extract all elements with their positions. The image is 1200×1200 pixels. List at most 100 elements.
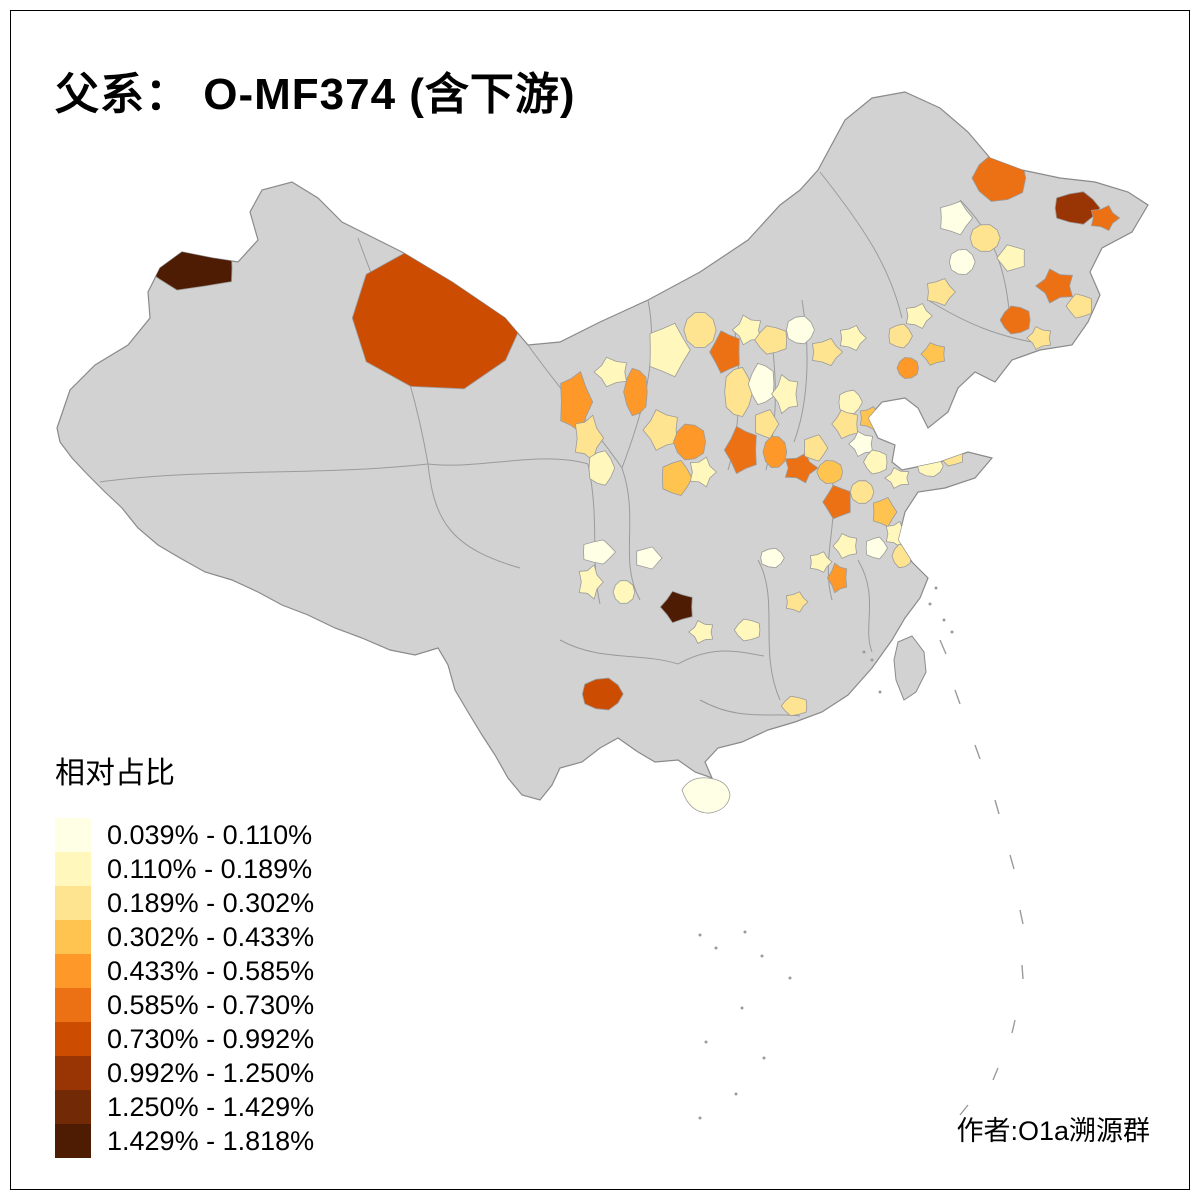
map-region bbox=[804, 434, 829, 462]
map-region bbox=[724, 366, 754, 418]
map-region bbox=[689, 456, 717, 488]
map-region bbox=[636, 546, 663, 570]
map-region bbox=[927, 278, 956, 306]
map-region bbox=[642, 409, 678, 451]
map-region bbox=[816, 460, 844, 484]
map-region bbox=[581, 677, 624, 711]
map-region bbox=[838, 389, 863, 415]
legend-row: 1.250% - 1.429% bbox=[55, 1090, 314, 1124]
map-region bbox=[659, 590, 693, 624]
legend-label: 0.433% - 0.585% bbox=[107, 956, 315, 986]
legend-row: 0.039% - 0.110% bbox=[55, 818, 314, 852]
map-region bbox=[688, 620, 714, 644]
map-region bbox=[771, 373, 799, 415]
legend-swatch-6 bbox=[55, 988, 91, 1022]
legend-swatch-2 bbox=[55, 852, 91, 886]
legend-swatch-1 bbox=[55, 818, 91, 852]
map-region bbox=[1065, 293, 1093, 319]
map-region bbox=[948, 248, 976, 276]
map-region bbox=[593, 356, 627, 388]
map-region bbox=[661, 460, 693, 496]
legend-label: 0.039% - 0.110% bbox=[107, 820, 313, 850]
hainan-island bbox=[681, 777, 731, 814]
map-region bbox=[969, 224, 1001, 252]
legend-label: 0.585% - 0.730% bbox=[107, 990, 315, 1020]
map-region bbox=[623, 367, 648, 417]
map-region bbox=[848, 430, 874, 458]
sea-marks bbox=[698, 586, 1024, 1120]
legend-swatch-4 bbox=[55, 920, 91, 954]
map-region bbox=[873, 496, 898, 528]
taiwan-island bbox=[893, 635, 927, 701]
legend-label: 0.992% - 1.250% bbox=[107, 1058, 315, 1088]
legend-row: 1.429% - 1.818% bbox=[55, 1124, 314, 1158]
map-region bbox=[747, 362, 775, 406]
legend-swatch-3 bbox=[55, 886, 91, 920]
legend-swatch-7 bbox=[55, 1022, 91, 1056]
map-region bbox=[849, 480, 875, 504]
map-region bbox=[865, 536, 888, 560]
map-region bbox=[996, 244, 1025, 272]
legend-label: 1.250% - 1.429% bbox=[107, 1092, 315, 1122]
legend-swatch-8 bbox=[55, 1056, 91, 1090]
map-region bbox=[822, 484, 851, 520]
legend-label: 0.110% - 0.189% bbox=[107, 854, 313, 884]
legend-swatch-10 bbox=[55, 1124, 91, 1158]
map-region bbox=[940, 200, 974, 236]
map-region bbox=[839, 324, 867, 352]
map-region bbox=[999, 305, 1031, 335]
map-region bbox=[588, 450, 616, 486]
map-region bbox=[1034, 268, 1074, 304]
legend-row: 0.189% - 0.302% bbox=[55, 886, 314, 920]
legend-label: 0.302% - 0.433% bbox=[107, 922, 315, 952]
map-region bbox=[896, 357, 919, 379]
map-region bbox=[754, 325, 788, 355]
map-region bbox=[785, 591, 809, 613]
map-region bbox=[723, 425, 757, 475]
map-region bbox=[812, 337, 844, 367]
map-region bbox=[884, 467, 910, 489]
map-region bbox=[895, 439, 924, 465]
legend-row: 0.433% - 0.585% bbox=[55, 954, 314, 988]
map-region bbox=[826, 562, 848, 594]
colored-prefectures bbox=[142, 154, 1121, 717]
map-region bbox=[709, 330, 740, 374]
map-region bbox=[731, 314, 762, 346]
map-region bbox=[888, 323, 913, 349]
map-region bbox=[755, 409, 780, 439]
map-region bbox=[649, 322, 691, 378]
attribution: 作者:O1a溯源群 bbox=[956, 1116, 1150, 1146]
map-region bbox=[832, 533, 858, 559]
legend-swatch-9 bbox=[55, 1090, 91, 1124]
map-region bbox=[786, 315, 815, 345]
legend-label: 0.189% - 0.302% bbox=[107, 888, 315, 918]
legend-swatch-5 bbox=[55, 954, 91, 988]
map-region bbox=[578, 564, 604, 600]
map-region bbox=[780, 695, 808, 717]
map-region bbox=[920, 342, 945, 366]
map-region bbox=[612, 580, 636, 604]
map-region bbox=[760, 547, 785, 569]
legend-row: 0.992% - 1.250% bbox=[55, 1056, 314, 1090]
legend-row: 0.730% - 0.992% bbox=[55, 1022, 314, 1056]
map-region bbox=[733, 618, 761, 642]
legend-title: 相对占比 bbox=[55, 757, 175, 790]
map-region bbox=[809, 551, 833, 573]
legend-label: 0.730% - 0.992% bbox=[107, 1024, 315, 1054]
map-region bbox=[1026, 326, 1052, 350]
legend-label: 1.429% - 1.818% bbox=[107, 1126, 315, 1156]
legend-row: 0.585% - 0.730% bbox=[55, 988, 314, 1022]
legend: 相对占比 0.039% - 0.110% 0.110% - 0.189% 0.1… bbox=[55, 748, 314, 1158]
legend-row: 0.110% - 0.189% bbox=[55, 852, 314, 886]
map-region bbox=[762, 435, 788, 469]
map-region bbox=[863, 449, 888, 475]
page-title: 父系： O-MF374 (含下游) bbox=[55, 70, 576, 119]
map-region bbox=[672, 423, 707, 461]
map-region bbox=[1090, 204, 1121, 232]
map-region bbox=[583, 539, 616, 565]
map-region bbox=[683, 312, 717, 348]
map-region bbox=[905, 302, 933, 330]
legend-row: 0.302% - 0.433% bbox=[55, 920, 314, 954]
map-region bbox=[1054, 191, 1101, 225]
